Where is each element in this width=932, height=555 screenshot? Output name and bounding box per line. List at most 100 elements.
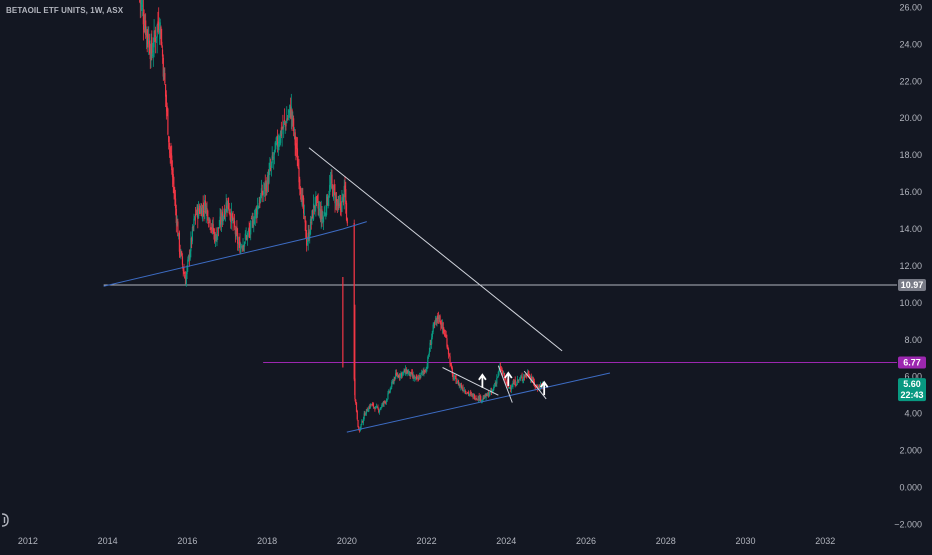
candle-body <box>457 380 459 383</box>
price-axis-tick-label: 20.00 <box>899 113 922 123</box>
price-axis-tick-label: 8.00 <box>904 335 922 345</box>
candle-body <box>166 106 168 112</box>
candle-body <box>421 372 423 374</box>
candle-body <box>258 202 260 209</box>
candle-body <box>451 367 453 375</box>
candle-body <box>204 200 206 211</box>
price-axis-tick-label: 26.00 <box>899 2 922 12</box>
candle-body <box>370 404 372 406</box>
trendline[interactable] <box>103 221 367 287</box>
candle-body <box>395 373 397 379</box>
candle-body <box>194 216 196 220</box>
candle-body <box>437 317 440 320</box>
candle-body <box>367 410 369 412</box>
candle-body <box>229 213 231 216</box>
candle-body <box>233 219 235 222</box>
candle-body <box>385 401 387 403</box>
trendline[interactable] <box>497 365 513 403</box>
trendline[interactable] <box>523 370 547 400</box>
candle-body <box>253 223 255 225</box>
candle-body <box>428 351 430 355</box>
time-axis[interactable]: 2012 2014 2016 2018 2020 2022 2024 2026 2028 2030… <box>18 536 835 546</box>
candle-body <box>382 403 384 405</box>
candle-body <box>441 323 443 329</box>
candle-body <box>463 390 465 392</box>
candle-body <box>496 376 499 378</box>
candle-body <box>170 153 172 159</box>
candle-body <box>260 188 263 198</box>
candle-body <box>250 220 252 235</box>
candle-body <box>245 235 247 237</box>
candle-body <box>296 148 299 167</box>
candle-body <box>416 377 418 380</box>
candle-body <box>250 218 253 220</box>
candle-body <box>299 187 302 195</box>
last-price-badge-text: 22:43 <box>900 390 923 400</box>
price-axis[interactable]: 26.00 24.00 22.00 20.00 18.00 16.00 14.00 12.00… <box>894 2 922 529</box>
trendline[interactable] <box>442 367 499 396</box>
candle-body <box>464 390 466 393</box>
candle-body <box>209 219 211 228</box>
candle-body <box>390 387 392 389</box>
candle-body <box>182 266 184 271</box>
candle-body <box>263 183 266 190</box>
candle-body <box>332 185 334 197</box>
candle-body <box>478 396 480 401</box>
resistance-level-badge[interactable]: 6.77 <box>898 356 926 369</box>
candle-body <box>240 245 243 247</box>
support-level-badge[interactable]: 10.97 <box>898 278 926 291</box>
candle-body <box>322 219 324 222</box>
candle-body <box>264 181 266 191</box>
candle-body <box>459 384 461 387</box>
candle-body <box>407 370 409 374</box>
candle-body <box>240 245 242 253</box>
candle-body <box>323 211 325 216</box>
candle-body <box>161 41 163 46</box>
candle-body <box>200 207 202 213</box>
candle-body <box>475 398 477 400</box>
candle-body <box>312 203 315 220</box>
candle-body <box>439 315 441 324</box>
candle-body <box>506 381 508 383</box>
candle-body <box>219 216 221 226</box>
trendline[interactable] <box>308 147 563 352</box>
symbol-title[interactable]: BETAOIL ETF UNITS, 1W, ASX <box>6 6 124 15</box>
candle-body <box>417 377 419 380</box>
candle-body <box>196 206 198 216</box>
candle-body <box>280 127 282 136</box>
candle-body <box>538 385 540 390</box>
candle-body <box>420 372 422 378</box>
candle-body <box>192 226 194 228</box>
candle-body <box>335 197 337 207</box>
candle-body <box>243 245 245 247</box>
candle-body <box>299 179 301 186</box>
candle-body <box>159 22 161 26</box>
candle-body <box>465 393 467 395</box>
candle-body <box>433 323 435 327</box>
candle-body <box>227 197 230 210</box>
candle-body <box>244 233 246 240</box>
candle-body <box>539 384 541 388</box>
candle-body <box>270 167 272 169</box>
candle-body <box>498 369 500 372</box>
candle-body <box>502 371 504 375</box>
trendline[interactable] <box>346 372 611 433</box>
candle-body <box>339 202 341 207</box>
candle-body <box>505 379 507 383</box>
candle-body <box>213 231 215 233</box>
candle-body <box>145 28 148 37</box>
time-axis-tick-label: 2030 <box>735 536 755 546</box>
candle-body <box>300 195 302 202</box>
candle-body <box>184 274 186 279</box>
price-axis-tick-label: 10.00 <box>899 298 922 308</box>
candle-body <box>430 344 432 346</box>
candle-body <box>156 25 158 38</box>
candle-body <box>158 21 160 30</box>
candle-body <box>178 232 180 252</box>
candle-body <box>344 185 346 192</box>
tradingview-logo-icon[interactable] <box>0 512 10 528</box>
candle-body <box>472 393 474 398</box>
